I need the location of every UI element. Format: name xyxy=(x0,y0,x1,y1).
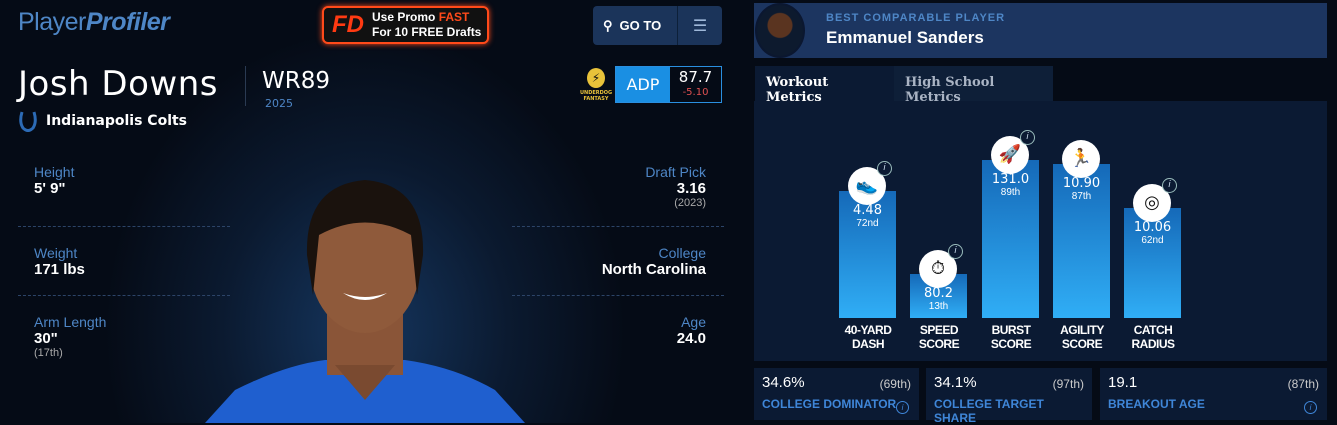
player-photo xyxy=(205,180,525,423)
bar-4: 10.06 62nd xyxy=(1124,208,1181,318)
divider xyxy=(245,66,246,106)
comparable-title: BEST COMPARABLE PLAYER xyxy=(826,12,1006,24)
tab-high-school-metrics[interactable]: High School Metrics xyxy=(894,66,1053,105)
runner-icon: 🏃 xyxy=(1062,140,1100,178)
player-profile: PlayerProfiler FD Use Promo FAST For 10 F… xyxy=(0,0,745,423)
logo-text-bold: Profiler xyxy=(85,8,170,36)
team[interactable]: Indianapolis Colts xyxy=(18,110,187,132)
stat-arm-length: Arm Length 30" (17th) xyxy=(34,314,107,359)
menu-icon[interactable]: ☰ xyxy=(692,16,708,35)
info-icon[interactable]: i xyxy=(1162,178,1177,194)
adp-label: ADP xyxy=(616,67,670,102)
season: 2025 xyxy=(265,97,293,110)
stat-height: Height 5' 9" xyxy=(34,164,75,197)
goto-button[interactable]: ⚲ GO TO xyxy=(593,6,678,45)
search-icon: ⚲ xyxy=(603,17,613,33)
bar-percentile: 89th xyxy=(1000,187,1021,199)
goto-label: GO TO xyxy=(619,18,662,33)
bar-label: 40-YARD DASH xyxy=(844,323,892,351)
stat-age: Age 24.0 xyxy=(676,314,706,347)
adp-box: ADP 87.7 -5.10 xyxy=(615,66,722,103)
bar-percentile: 13th xyxy=(928,301,949,312)
info-icon[interactable]: i xyxy=(948,244,963,259)
player-name: Josh Downs xyxy=(18,64,218,104)
bar-3: 10.90 87th xyxy=(1053,164,1110,318)
bar-percentile: 72nd xyxy=(856,217,879,229)
team-name: Indianapolis Colts xyxy=(46,113,188,129)
info-icon[interactable]: i xyxy=(896,401,909,414)
position-rank: WR89 xyxy=(262,68,330,94)
adp-change: -5.10 xyxy=(682,87,709,98)
bar-0: 4.48 72nd xyxy=(839,190,896,318)
comparable-player-header[interactable]: BEST COMPARABLE PLAYER Emmanuel Sanders xyxy=(754,3,1327,58)
card-college-target-share: 34.1% (97th) COLLEGE TARGET SHARE xyxy=(926,368,1092,425)
divider xyxy=(512,226,724,227)
promo-text: Use Promo FAST For 10 FREE Drafts xyxy=(372,10,482,39)
horseshoe-icon xyxy=(19,111,37,132)
stat-draft-pick: Draft Pick 3.16 (2023) xyxy=(645,164,706,209)
avatar xyxy=(755,3,805,58)
logo[interactable]: PlayerProfiler xyxy=(18,8,170,37)
bar-value: 10.06 xyxy=(1133,220,1172,236)
comparable-name: Emmanuel Sanders xyxy=(826,28,984,47)
info-icon[interactable]: i xyxy=(1304,401,1317,414)
bar-2: 131.0 89th xyxy=(982,160,1039,318)
bar-label: CATCH RADIUS xyxy=(1131,323,1175,351)
info-icon[interactable]: i xyxy=(877,160,892,176)
divider xyxy=(18,226,230,227)
card-breakout-age: 19.1 (87th) BREAKOUT AGE i xyxy=(1100,368,1327,420)
bar-value: 131.0 xyxy=(991,172,1030,188)
bar-value: 4.48 xyxy=(853,202,882,218)
card-college-dominator: 34.6% (69th) COLLEGE DOMINATOR i xyxy=(754,368,919,420)
bar-label: BURST SCORE xyxy=(990,323,1032,351)
fanduel-logo: FD xyxy=(332,11,364,38)
adp-value: 87.7 -5.10 xyxy=(670,67,721,102)
bar-percentile: 62nd xyxy=(1141,235,1164,247)
logo-text: Player xyxy=(18,8,86,36)
stat-weight: Weight 171 lbs xyxy=(34,245,85,278)
tab-workout-metrics[interactable]: Workout Metrics xyxy=(755,66,894,105)
stat-college: College North Carolina xyxy=(601,245,706,278)
bar-percentile: 87th xyxy=(1071,191,1092,202)
divider xyxy=(512,295,724,296)
promo-banner[interactable]: FD Use Promo FAST For 10 FREE Drafts xyxy=(322,6,489,44)
bar-value: 10.90 xyxy=(1062,176,1101,191)
underdog-logo: ⚡ UNDERDOG FANTASY xyxy=(580,68,612,102)
info-icon[interactable]: i xyxy=(1020,130,1035,146)
bar-label: AGILITY SCORE xyxy=(1060,323,1104,351)
rocket-icon: 🚀 xyxy=(991,136,1029,175)
bar-label: SPEED SCORE xyxy=(918,323,960,351)
workout-metrics-chart: 4.48 72nd 👟 i 40-YARD DASH 80.2 13th ⏱ i SPEED SCOR… xyxy=(754,101,1327,361)
goto-control: ⚲ GO TO ☰ xyxy=(593,6,722,45)
bar-value: 80.2 xyxy=(924,286,953,301)
divider xyxy=(18,295,230,296)
